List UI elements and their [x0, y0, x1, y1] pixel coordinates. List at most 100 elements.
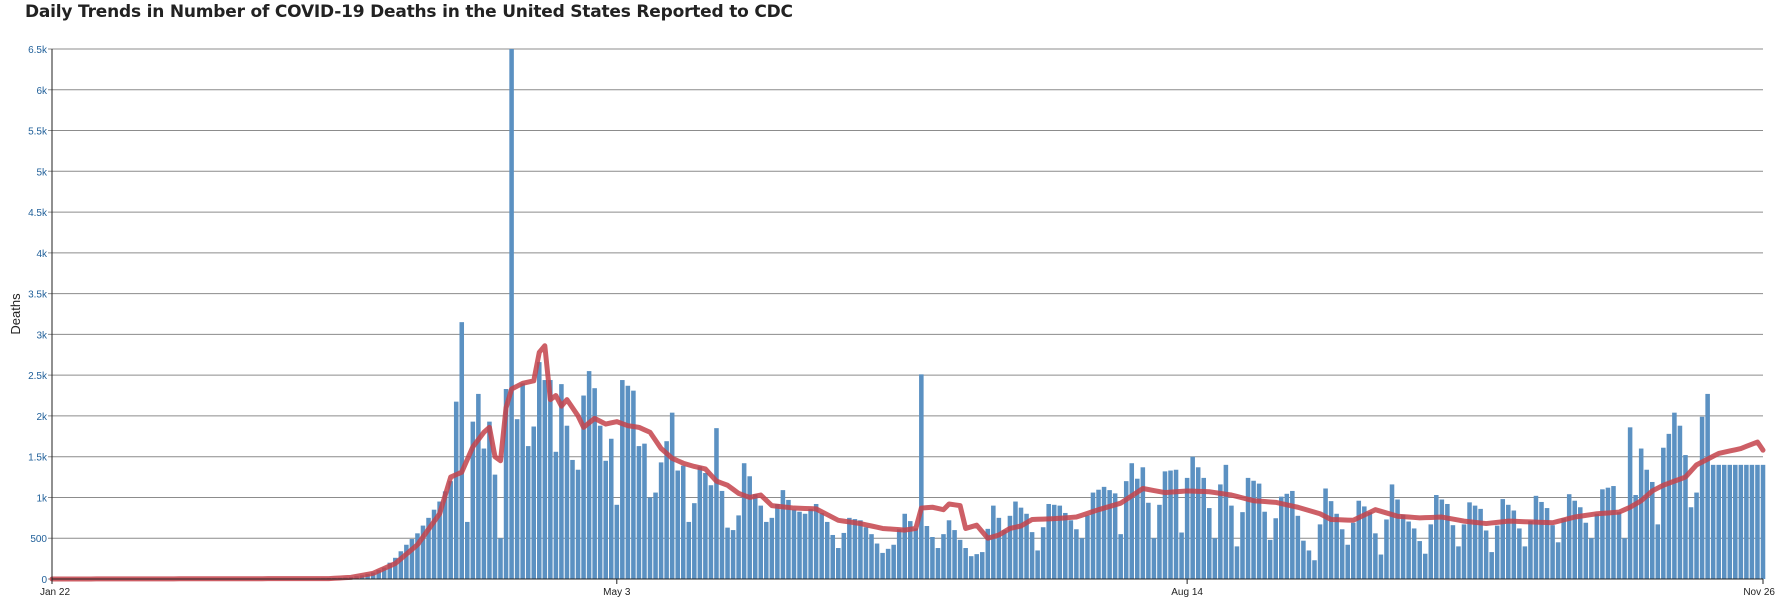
bar: [625, 385, 631, 579]
bar: [376, 570, 381, 579]
bar: [658, 462, 664, 579]
bar: [404, 544, 409, 579]
bar: [492, 474, 498, 579]
bar: [498, 538, 503, 579]
bar: [1229, 505, 1234, 579]
bar: [1550, 525, 1555, 579]
bar: [1638, 448, 1644, 579]
bar: [603, 460, 608, 579]
bar: [437, 501, 442, 579]
bar: [902, 513, 907, 579]
bar: [1478, 508, 1483, 579]
bar: [841, 532, 847, 579]
bar: [1051, 504, 1057, 579]
bar: [642, 443, 647, 579]
bar: [459, 322, 465, 579]
bar: [1179, 532, 1184, 579]
bar: [675, 470, 680, 579]
bar: [1350, 522, 1356, 579]
bar: [1395, 499, 1400, 579]
bar: [409, 539, 415, 579]
bar: [791, 509, 797, 579]
bar: [509, 49, 514, 579]
y-tick-label: 4k: [36, 249, 48, 260]
bar: [597, 425, 603, 579]
bar: [575, 469, 581, 579]
y-tick-label: 0: [41, 575, 47, 586]
bar: [714, 428, 719, 579]
y-tick-label: 3.5k: [28, 290, 48, 301]
bar: [1317, 524, 1323, 579]
bar: [1312, 560, 1317, 579]
bar: [697, 466, 703, 579]
bar: [1273, 518, 1278, 579]
bar: [1417, 541, 1422, 579]
bar: [769, 517, 775, 579]
bar: [957, 539, 963, 579]
bar: [1035, 550, 1040, 579]
bar: [874, 543, 880, 579]
bar: [653, 492, 658, 579]
bar: [1467, 502, 1472, 579]
bar: [1057, 505, 1063, 579]
bar: [708, 485, 714, 579]
bar: [692, 503, 697, 579]
bar: [1699, 416, 1705, 579]
bar: [393, 557, 398, 579]
y-axis-label: Deaths: [8, 293, 23, 335]
bars-series: [260, 49, 1766, 579]
bar: [1694, 492, 1699, 579]
bar: [1284, 493, 1290, 579]
bar: [1672, 412, 1677, 579]
y-tick-label: 500: [30, 534, 47, 545]
bar: [1544, 508, 1550, 579]
bar: [941, 534, 946, 579]
bar: [1378, 554, 1384, 579]
bar: [1339, 529, 1345, 579]
y-axis-ticks: 0 500 1k 1.5k 2k 2.5k 3k 3.5k 4k 4.5k 5k 5.5k 6k 6.5k: [28, 45, 48, 586]
bar: [1162, 471, 1168, 579]
bar: [1555, 542, 1561, 579]
bar: [1716, 464, 1721, 579]
bar: [869, 534, 874, 579]
bar: [1334, 513, 1339, 579]
bar: [819, 512, 824, 579]
bar: [1212, 538, 1218, 579]
bar: [1262, 511, 1267, 579]
bar: [636, 446, 642, 579]
bar: [481, 448, 487, 579]
bar: [1710, 464, 1716, 579]
bar: [1207, 508, 1212, 579]
bar: [1256, 483, 1262, 579]
bar: [1029, 532, 1035, 579]
bar: [1184, 477, 1190, 579]
bar: [537, 362, 542, 579]
bar: [741, 463, 747, 579]
bar: [442, 491, 448, 579]
bar: [1018, 507, 1024, 579]
y-tick-label: 5.5k: [28, 127, 48, 138]
bar: [1461, 524, 1467, 579]
bar: [1146, 502, 1151, 579]
bar: [1600, 489, 1605, 579]
bar: [592, 388, 597, 579]
bar: [1494, 525, 1500, 579]
bar: [1705, 393, 1710, 579]
x-tick-label: Nov 26: [1743, 587, 1775, 598]
bar: [935, 548, 941, 579]
y-tick-label: 3k: [36, 330, 48, 341]
bar: [991, 505, 996, 579]
bar: [1118, 534, 1123, 579]
bar: [1373, 533, 1378, 579]
bar: [1749, 464, 1755, 579]
bar: [453, 401, 459, 579]
bar: [1616, 512, 1622, 579]
bar: [836, 548, 841, 579]
bar: [858, 520, 863, 579]
y-tick-label: 1.5k: [28, 453, 48, 464]
bar: [786, 499, 791, 579]
bar: [885, 548, 891, 579]
bar: [1744, 464, 1749, 579]
bar: [1627, 427, 1633, 579]
